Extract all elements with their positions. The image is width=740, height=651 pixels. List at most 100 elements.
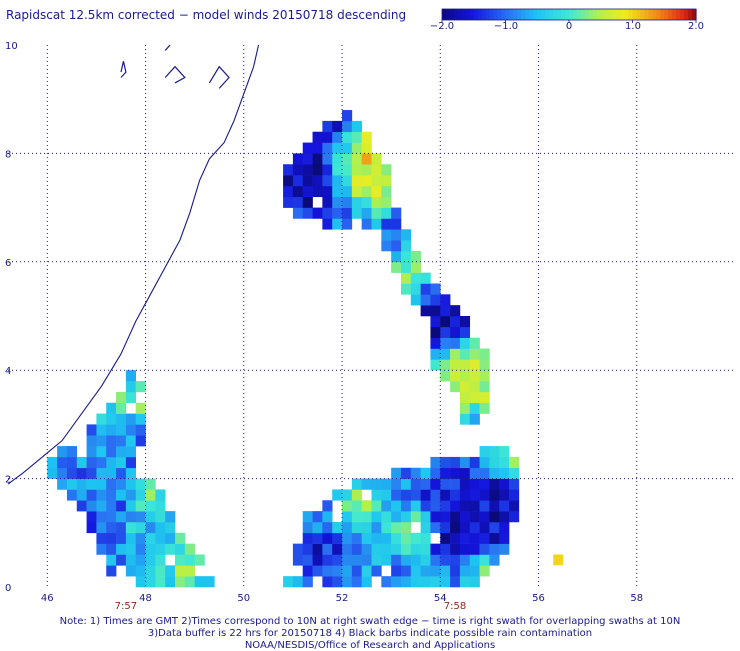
wind-cell (499, 500, 510, 512)
wind-cell (96, 532, 107, 544)
colorbar-segment (648, 9, 653, 20)
colorbar-segment (485, 9, 491, 20)
wind-cell (106, 424, 117, 436)
wind-cell (184, 576, 195, 588)
wind-cell (400, 576, 412, 588)
wind-cell (479, 511, 490, 523)
wind-cell (391, 240, 402, 252)
wind-cell (469, 467, 480, 479)
wind-cell (381, 576, 392, 588)
colorbar-segment (505, 9, 511, 20)
wind-cell (489, 446, 500, 458)
colorbar-tick-label: −2.0 (429, 21, 455, 32)
wind-cell (322, 565, 333, 577)
wind-cell (292, 153, 304, 165)
wind-cell (381, 478, 392, 490)
colorbar-segment (640, 9, 646, 20)
wind-cell (420, 478, 431, 490)
wind-cell (479, 532, 490, 544)
wind-cell (410, 261, 421, 273)
wind-cell (400, 240, 412, 252)
wind-cell (96, 467, 107, 479)
wind-cell (351, 565, 362, 577)
wind-cell (351, 489, 362, 501)
wind-cell (351, 511, 362, 523)
wind-cell (106, 446, 117, 458)
wind-cell (96, 500, 107, 512)
colorbar-segment (533, 9, 538, 20)
wind-cell (322, 521, 333, 534)
wind-cell (410, 467, 421, 479)
wind-cell (469, 532, 480, 544)
wind-cell (400, 489, 412, 501)
wind-cell (155, 554, 166, 566)
wind-cell (440, 456, 451, 469)
wind-cell (351, 478, 362, 490)
wind-cell (86, 435, 97, 447)
wind-cell (302, 175, 313, 187)
wind-cell (381, 543, 392, 555)
wind-cell (430, 576, 441, 588)
wind-cell (400, 229, 412, 241)
wind-cell (116, 456, 127, 469)
colorbar-segment (572, 9, 578, 20)
wind-cell (361, 207, 372, 219)
wind-cell (125, 467, 137, 479)
wind-cell (135, 489, 146, 501)
wind-cell (76, 500, 87, 512)
wind-cell (66, 478, 78, 490)
wind-cell (106, 456, 117, 469)
wind-cell (420, 294, 431, 306)
colorbar-segment (541, 9, 546, 20)
wind-cell (312, 153, 323, 165)
wind-cell (371, 164, 382, 176)
wind-cell (469, 576, 480, 588)
wind-cell (440, 337, 451, 349)
wind-cell (420, 511, 431, 523)
wind-cell (145, 576, 156, 588)
wind-cell (342, 120, 353, 133)
wind-cell (302, 142, 313, 154)
wind-cell (106, 532, 117, 544)
colorbar-segment (576, 9, 582, 20)
colorbar-segment (584, 9, 590, 20)
wind-cell (459, 456, 471, 469)
wind-cell (292, 175, 304, 187)
wind-cell (302, 511, 313, 523)
wind-cell (135, 521, 146, 534)
wind-cell (371, 207, 382, 219)
x-tick-label: 58 (630, 593, 643, 604)
wind-cell (381, 218, 392, 230)
colorbar-segment (672, 9, 677, 20)
wind-cell (469, 511, 480, 523)
wind-cell (440, 467, 451, 479)
wind-cell (322, 131, 333, 143)
wind-cell (342, 565, 353, 577)
wind-cell (381, 229, 392, 241)
wind-cell (459, 326, 471, 338)
wind-cell (361, 554, 372, 566)
wind-cell (450, 359, 461, 371)
wind-cell (106, 478, 117, 490)
wind-cell (509, 467, 520, 479)
wind-cell (125, 478, 137, 490)
wind-cell (430, 305, 441, 317)
wind-cell (459, 500, 471, 512)
wind-cell (469, 391, 480, 404)
wind-cell (371, 153, 382, 165)
wind-cell (351, 131, 362, 143)
colorbar-tick-label: 0 (565, 21, 573, 32)
wind-cell (469, 489, 480, 501)
wind-cell (440, 316, 451, 328)
wind-cell (96, 478, 107, 490)
wind-cell (342, 153, 353, 165)
wind-cell (312, 207, 323, 219)
wind-cell (155, 500, 166, 512)
wind-cell (440, 521, 451, 534)
wind-cell (351, 120, 362, 133)
wind-cell (125, 424, 137, 436)
colorbar-segment (477, 9, 483, 20)
wind-cell (342, 196, 353, 208)
wind-cell (509, 500, 520, 512)
colorbar-segment (465, 9, 471, 20)
